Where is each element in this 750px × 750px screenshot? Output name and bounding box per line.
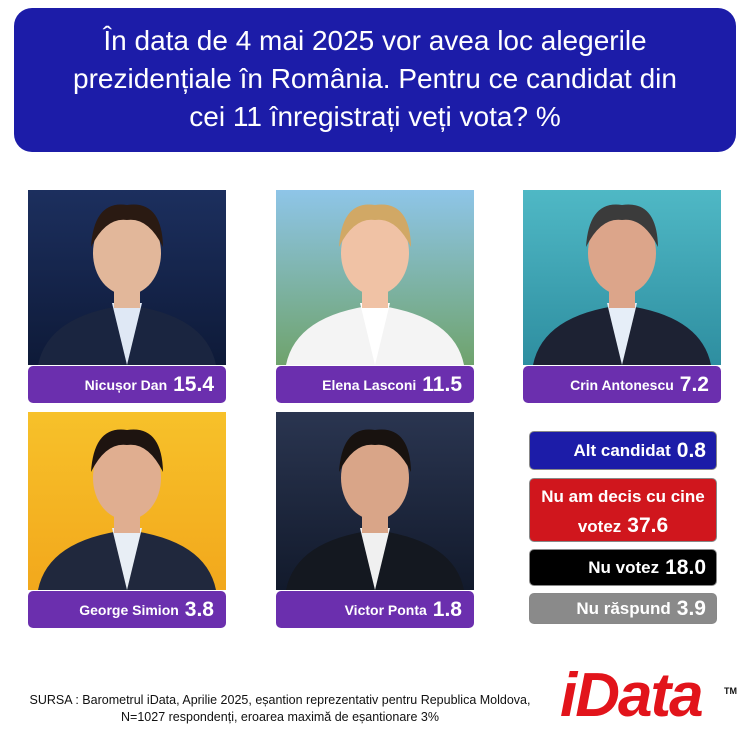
candidate-photo (276, 190, 474, 365)
candidate-photo (28, 190, 226, 365)
candidate-value: 1.8 (432, 597, 462, 621)
candidate-name: Crin Antonescu (570, 376, 674, 393)
candidate-name: George Simion (79, 601, 179, 618)
portrait (286, 204, 464, 365)
answer-box: Nu am decis cu cine votez 37.6 (529, 478, 717, 542)
answer-box: Alt candidat 0.8 (529, 431, 717, 470)
candidate-value: 7.2 (679, 372, 709, 396)
answer-label: Nu votez (588, 557, 660, 577)
answer-value: 3.9 (676, 596, 706, 620)
candidate-name: Elena Lasconi (322, 376, 417, 393)
candidate-bar: Victor Ponta 1.8 (276, 591, 474, 628)
portrait (286, 429, 464, 590)
answer-box: Nu votez 18.0 (529, 549, 717, 586)
answer-box: Nu răspund 3.9 (529, 593, 717, 624)
answer-value: 0.8 (676, 438, 706, 462)
trademark: TM (724, 686, 737, 696)
answer-value: 37.6 (627, 514, 669, 537)
candidate-bar: Crin Antonescu 7.2 (523, 366, 721, 403)
portrait (533, 204, 711, 365)
candidate-photo (523, 190, 721, 365)
candidate-name: Nicușor Dan (84, 376, 168, 393)
portrait (38, 204, 216, 365)
candidate-bar: George Simion 3.8 (28, 591, 226, 628)
candidate-value: 11.5 (422, 372, 462, 396)
candidate-value: 15.4 (173, 372, 214, 396)
candidate-name: Victor Ponta (344, 601, 427, 618)
candidate-photo (28, 412, 226, 590)
candidate-photo (276, 412, 474, 590)
answer-value: 18.0 (665, 555, 706, 579)
portrait (38, 429, 216, 590)
answer-label: Nu răspund (576, 598, 671, 618)
source-note: SURSA : Barometrul iData, Aprilie 2025, … (29, 693, 531, 724)
candidate-value: 3.8 (184, 597, 214, 621)
answer-label: Alt candidat (573, 440, 671, 460)
answer-label: Nu am decis cu cine votez (541, 487, 705, 536)
logo: iData (560, 661, 704, 730)
title: În data de 4 mai 2025 vor avea loc alege… (14, 8, 736, 152)
candidate-bar: Nicușor Dan 15.4 (28, 366, 226, 403)
candidate-bar: Elena Lasconi 11.5 (276, 366, 474, 403)
